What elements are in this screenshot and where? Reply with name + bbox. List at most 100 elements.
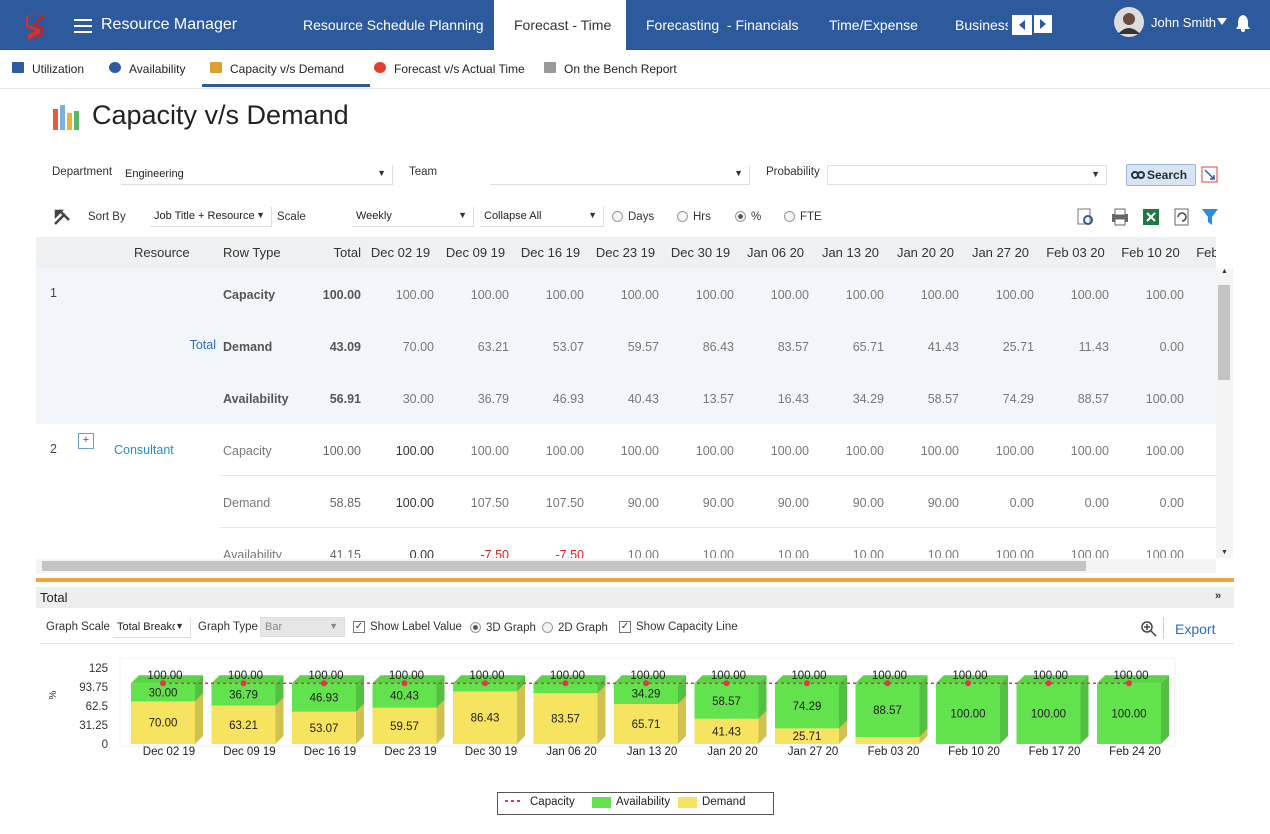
column-header[interactable]: Dec 30 19 xyxy=(670,245,731,260)
zoom-icon[interactable] xyxy=(1140,620,1158,638)
bar-top xyxy=(453,675,525,684)
data-label: 100.00 xyxy=(550,670,585,682)
show-label-value[interactable]: ✓ Show Label Value xyxy=(353,621,462,633)
user-caret[interactable] xyxy=(1217,18,1227,26)
column-header[interactable]: Dec 16 19 xyxy=(520,245,581,260)
graph-3d[interactable]: 3D Graph xyxy=(470,622,536,634)
scale-select[interactable]: Weekly ▼ xyxy=(352,207,474,227)
column-header[interactable]: Feb 03 20 xyxy=(1046,245,1105,260)
column-header[interactable]: Dec 23 19 xyxy=(595,245,656,260)
avatar[interactable] xyxy=(1114,7,1144,37)
sub-nav-item[interactable]: Availability xyxy=(129,62,186,76)
column-header[interactable]: Feb 10 20 xyxy=(1121,245,1180,260)
bell-icon[interactable] xyxy=(1235,14,1251,32)
column-header[interactable]: Jan 13 20 xyxy=(821,245,880,260)
column-header[interactable]: Row Type xyxy=(223,245,281,260)
panel-title: Total xyxy=(40,590,68,605)
cell-value: 100.00 xyxy=(995,288,1034,302)
column-header[interactable]: Total xyxy=(333,245,361,260)
cell-value: 74.29 xyxy=(1002,392,1034,406)
cell-value: 100.00 xyxy=(845,444,884,458)
user-name[interactable]: John Smith xyxy=(1151,15,1217,30)
decor xyxy=(42,561,1086,571)
column-header[interactable]: Dec 09 19 xyxy=(445,245,506,260)
decor: ▼ xyxy=(458,210,467,220)
sub-nav-item[interactable]: Forecast v/s Actual Time xyxy=(394,62,525,76)
refresh-icon[interactable] xyxy=(1174,208,1189,226)
decor xyxy=(1144,624,1157,637)
cell-value: 30.00 xyxy=(402,392,434,406)
graph-scale-select[interactable]: Total Breakdown▼ xyxy=(113,618,191,638)
bar xyxy=(292,711,356,744)
column-header[interactable]: Jan 27 20 xyxy=(971,245,1030,260)
team-select[interactable]: ▼ xyxy=(490,165,750,185)
capacity-point xyxy=(401,680,408,687)
data-label: 100.00 xyxy=(469,670,504,682)
top-nav: Resource Manager Resource Schedule Plann… xyxy=(0,0,1270,50)
unit-radio[interactable]: Hrs xyxy=(677,211,711,223)
bar xyxy=(694,718,759,744)
nav-tab[interactable]: Business xyxy=(955,17,1008,33)
nav-tab[interactable]: Time/Expense xyxy=(829,17,918,33)
department-select[interactable]: Engineering ▼ xyxy=(121,165,393,185)
column-header[interactable]: Feb 17 20 xyxy=(1196,245,1216,260)
preview-icon[interactable] xyxy=(1077,208,1093,225)
bar-stack xyxy=(533,675,606,744)
column-header[interactable]: Jan 06 20 xyxy=(746,245,805,260)
sub-nav-item[interactable]: Capacity v/s Demand xyxy=(230,62,345,76)
splitter[interactable] xyxy=(36,578,1234,582)
unit-radio[interactable]: % xyxy=(735,211,761,223)
decor xyxy=(1177,212,1187,222)
group-bg xyxy=(36,268,1216,424)
data-label: 59.57 xyxy=(390,721,419,733)
graph-2d[interactable]: 2D Graph xyxy=(542,622,608,634)
resource-name[interactable]: Consultant xyxy=(114,443,174,457)
cell-value: 100.00 xyxy=(695,444,734,458)
column-header[interactable]: Dec 02 19 xyxy=(370,245,431,260)
filter-icon[interactable] xyxy=(1202,209,1218,225)
sort-by-select[interactable]: Job Title + Resource ▼ xyxy=(150,207,272,227)
probability-select[interactable]: ▼ xyxy=(827,165,1107,185)
expand-button[interactable]: + xyxy=(78,433,94,449)
sub-nav-item[interactable]: Utilization xyxy=(32,62,85,76)
bar-top xyxy=(775,675,847,684)
cell-value: 10.00 xyxy=(777,548,809,558)
bar xyxy=(372,683,437,708)
v-scrollbar[interactable]: ▲ ▼ xyxy=(1216,268,1233,558)
menu-icon[interactable] xyxy=(74,18,94,34)
panel-collapse[interactable]: » xyxy=(1215,590,1222,602)
clear-icon[interactable] xyxy=(1201,166,1219,184)
decor xyxy=(26,9,42,40)
unit-radio[interactable]: FTE xyxy=(784,211,822,223)
export-link[interactable]: Export xyxy=(1175,621,1216,637)
row-total: 43.09 xyxy=(329,340,361,354)
unit-label: FTE xyxy=(800,211,822,223)
bar-side xyxy=(919,675,928,738)
tab-prev[interactable] xyxy=(1012,15,1032,35)
sub-nav-item[interactable]: On the Bench Report xyxy=(564,62,677,76)
search-button[interactable]: Search xyxy=(1126,164,1196,186)
column-header[interactable]: Jan 20 20 xyxy=(896,245,955,260)
graph-type-select[interactable]: Bar ▼ xyxy=(260,617,345,637)
bar-side xyxy=(839,675,847,729)
h-scrollbar[interactable] xyxy=(36,559,1216,573)
legend-swatch xyxy=(678,797,697,808)
cell-value: 58.57 xyxy=(927,392,959,406)
unit-radio[interactable]: Days xyxy=(612,211,654,223)
settings-icon[interactable] xyxy=(53,208,71,226)
decor xyxy=(1204,169,1215,180)
decor: ▼ xyxy=(588,210,597,220)
bar-top xyxy=(936,675,1008,684)
collapse-select[interactable]: Collapse All ▼ xyxy=(480,207,604,227)
nav-tab[interactable]: Resource Schedule Planning xyxy=(303,17,484,33)
nav-tab[interactable]: Forecast - Time xyxy=(514,17,612,33)
team-label: Team xyxy=(409,166,438,178)
show-capacity-line[interactable]: ✓ Show Capacity Line xyxy=(619,621,738,633)
nav-tab[interactable]: Forecasting - Financials xyxy=(646,17,799,33)
tab-next[interactable] xyxy=(1034,15,1052,33)
decor xyxy=(1202,209,1218,225)
excel-icon[interactable] xyxy=(1143,209,1159,225)
row-type: Capacity xyxy=(223,288,276,302)
print-icon[interactable] xyxy=(1112,208,1128,226)
bar xyxy=(533,693,598,744)
